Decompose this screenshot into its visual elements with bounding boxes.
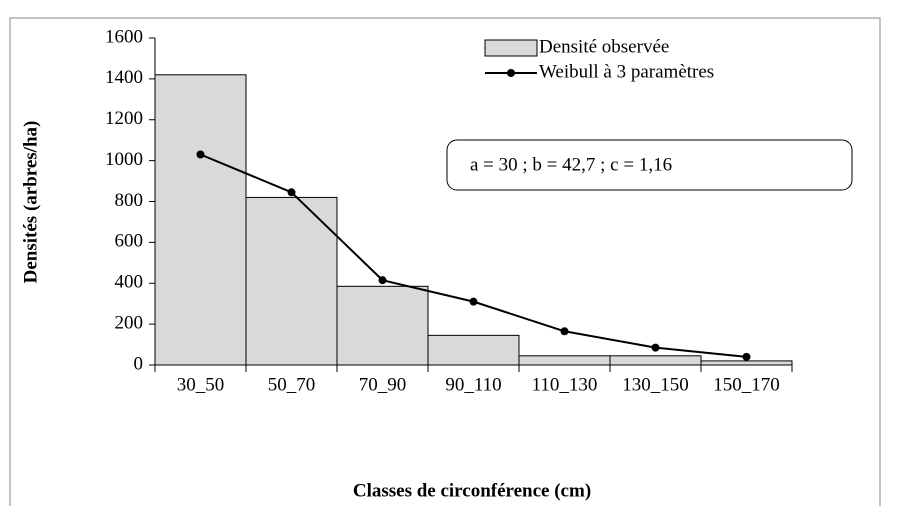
legend-marker <box>507 69 515 77</box>
x-tick-label: 30_50 <box>177 374 225 395</box>
y-tick-label: 400 <box>115 272 144 293</box>
y-tick-label: 600 <box>115 231 144 252</box>
y-tick-label: 1600 <box>105 26 143 47</box>
marker <box>560 327 569 336</box>
bar <box>245 196 338 366</box>
x-tick-label: 90_110 <box>445 374 501 395</box>
y-tick-label: 1200 <box>105 108 143 129</box>
bar <box>700 360 793 366</box>
legend-label: Weibull à 3 paramètres <box>539 61 714 82</box>
marker <box>287 188 296 197</box>
bar <box>609 355 702 366</box>
marker <box>469 297 478 306</box>
chart-frame <box>9 17 881 506</box>
x-axis-label: Classes de circonférence (cm) <box>353 480 591 501</box>
x-tick-label: 70_90 <box>359 374 407 395</box>
y-axis-label: Densités (arbres/ha) <box>20 121 41 284</box>
bar <box>427 334 520 366</box>
annotation-box <box>446 139 853 191</box>
legend-swatch <box>484 39 538 57</box>
x-tick-label: 110_130 <box>532 374 598 395</box>
y-tick-label: 200 <box>115 312 144 333</box>
annotation: a = 30 ; b = 42,7 ; c = 1,16 <box>470 154 672 175</box>
y-tick-label: 0 <box>134 353 144 374</box>
bar <box>518 355 611 366</box>
x-tick-label: 150_170 <box>713 374 780 395</box>
marker <box>742 352 751 361</box>
y-tick-label: 1000 <box>105 149 143 170</box>
legend-label: Densité observée <box>539 36 669 57</box>
bar <box>154 74 247 366</box>
marker <box>196 150 205 159</box>
marker <box>378 276 387 285</box>
y-tick-label: 1400 <box>105 67 143 88</box>
x-tick-label: 130_150 <box>622 374 689 395</box>
marker <box>651 343 660 352</box>
x-tick-label: 50_70 <box>268 374 316 395</box>
bar <box>336 285 429 366</box>
y-tick-label: 800 <box>115 190 144 211</box>
